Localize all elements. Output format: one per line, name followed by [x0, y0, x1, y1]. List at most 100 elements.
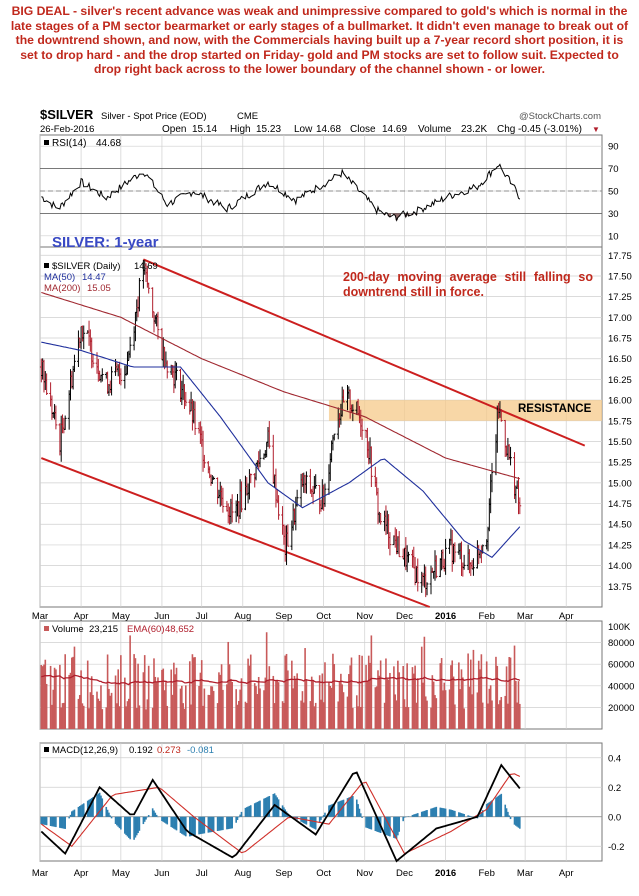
volume-bar	[98, 700, 101, 729]
volume-bar	[440, 658, 443, 729]
volume-bar	[192, 657, 195, 729]
volume-bar	[226, 684, 228, 729]
macd-hist-bar	[463, 814, 465, 817]
volume-bar	[414, 665, 416, 729]
macd-hist-bar	[330, 804, 333, 817]
volume-bar	[312, 680, 314, 729]
volume-bar	[519, 703, 521, 729]
macd-hist-bar	[60, 816, 63, 829]
macd-hist-bar	[100, 795, 102, 817]
volume-bar	[77, 698, 80, 729]
volume-bar	[411, 667, 414, 729]
volume-bar	[462, 677, 464, 729]
macd-hist-bar	[469, 816, 472, 817]
rsi-line	[41, 163, 521, 222]
macd-hist-bar	[515, 816, 517, 826]
x-tick-label: Dec	[396, 611, 413, 622]
volume-bar	[190, 704, 192, 729]
volume-bar	[338, 682, 341, 729]
macd-hist-bar	[174, 816, 176, 830]
x-tick-label: Apr	[559, 868, 574, 879]
volume-bar	[183, 708, 186, 729]
price-bar	[175, 362, 178, 381]
y-tick-label: 0.4	[608, 753, 621, 764]
volume-bar	[199, 672, 202, 729]
price-bar	[221, 487, 225, 513]
x-tick-label: Nov	[356, 868, 373, 879]
volume-bar	[207, 694, 210, 729]
volume-bar	[264, 677, 267, 729]
exchange-label: CME	[237, 111, 258, 122]
volume-bar	[157, 677, 159, 729]
volume-bar	[348, 674, 350, 729]
macd-legend: MACD(12,26,9) 0.192 0.273 -0.081	[44, 745, 214, 756]
volume-bar	[469, 659, 472, 729]
macd-hist-bar	[257, 801, 260, 817]
chart-title: SILVER: 1-year	[52, 234, 159, 251]
price-bar	[119, 368, 123, 386]
macd-hist-bar	[499, 794, 501, 817]
macd-hist-bar	[397, 816, 399, 836]
volume-bar	[203, 688, 206, 729]
ema60-label: EMA(60)	[127, 624, 164, 635]
volume-bar	[240, 678, 243, 729]
volume-bar	[185, 685, 187, 729]
volume-bar	[174, 674, 176, 729]
y-tick-label: 20000	[608, 703, 634, 714]
macd-hist-bar	[370, 816, 373, 830]
price-bar	[82, 325, 86, 350]
price-bar	[240, 481, 243, 513]
volume-bar	[80, 670, 82, 729]
macd-hist-bar	[259, 800, 261, 817]
macd-hist-bar	[439, 807, 442, 817]
volume-bar	[509, 657, 512, 729]
volume-bar	[210, 686, 212, 729]
macd-hist-bar	[114, 816, 117, 824]
volume-bar	[451, 660, 454, 729]
volume-bar	[124, 677, 126, 729]
macd-hist-bar	[377, 816, 379, 832]
volume-bar	[365, 664, 367, 729]
macd-hist-bar	[509, 816, 512, 820]
macd-hist-bar	[173, 816, 175, 829]
y-tick-label: 70	[608, 164, 619, 175]
x-tick-label: Apr	[559, 611, 574, 622]
volume-bar	[398, 672, 401, 729]
macd-hist-bar	[309, 816, 312, 827]
macd-hist-bar	[231, 816, 233, 829]
price-bar	[425, 582, 429, 596]
x-tick-label: Jul	[196, 611, 208, 622]
macd-hist-bar	[227, 816, 230, 830]
macd-hist-bar	[430, 808, 432, 817]
volume-bar	[263, 690, 265, 729]
macd-hist-bar	[134, 816, 137, 838]
x-tick-label: Feb	[478, 611, 494, 622]
macd-hist-bar	[125, 816, 127, 836]
macd-hist-bar	[81, 804, 84, 817]
volume-bar	[403, 699, 406, 729]
ma200-line	[41, 291, 520, 480]
macd-hist-bar	[431, 808, 434, 817]
price-bar	[147, 282, 151, 294]
volume-bar	[304, 648, 306, 729]
volume-bar	[249, 654, 252, 729]
volume-bar	[163, 690, 166, 729]
volume-bar	[471, 694, 473, 729]
volume-bar	[175, 667, 178, 729]
volume-bar	[412, 673, 415, 729]
volume-bar	[377, 670, 379, 729]
macd-hist-bar	[199, 816, 202, 835]
price-bar	[193, 401, 197, 435]
macd-hist-bar	[305, 816, 308, 825]
volume-bar	[463, 708, 465, 729]
macd-hist-bar	[170, 816, 173, 827]
macd-hist-bar	[105, 806, 108, 817]
macd-hist-bar	[45, 816, 48, 826]
volume-bar	[406, 663, 408, 729]
macd-hist-bar	[109, 815, 112, 817]
macd-hist-bar	[256, 801, 259, 817]
volume-bar	[504, 695, 507, 729]
volume-bar	[106, 654, 109, 729]
macd-hist-bar	[137, 816, 139, 834]
macd-hist-bar	[321, 816, 324, 818]
